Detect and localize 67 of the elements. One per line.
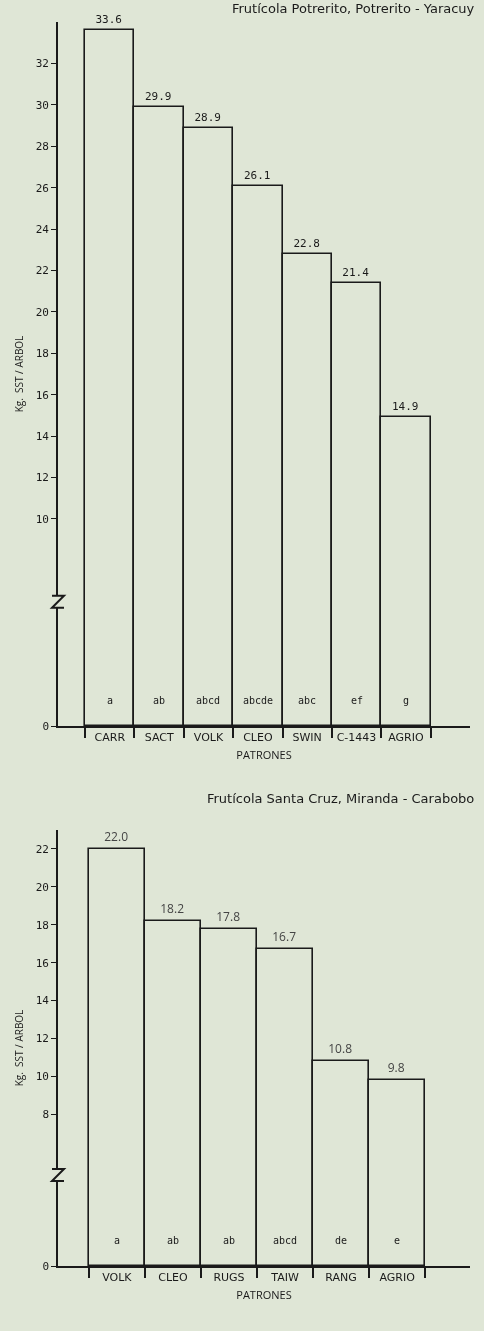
- annotation: abcd: [273, 1235, 298, 1246]
- y-tick-label: 12: [35, 471, 49, 485]
- y-tick-label: 22: [35, 842, 49, 856]
- annotation: a: [114, 1235, 121, 1246]
- y-tick-label: 16: [35, 388, 49, 402]
- x-tick-label: SWIN: [292, 731, 322, 744]
- y-tick-label: 0: [42, 1259, 49, 1273]
- data-label: 28.9: [194, 111, 221, 125]
- annotation: ef: [351, 695, 364, 706]
- annotation: abcd: [196, 695, 221, 706]
- y-tick-label: 12: [35, 1032, 49, 1046]
- y-tick-label: 8: [42, 1108, 49, 1122]
- annotation: ab: [167, 1235, 180, 1246]
- annotation: e: [394, 1235, 401, 1246]
- x-tick-label: RANG: [325, 1271, 357, 1284]
- data-label: 10.8: [328, 1040, 353, 1058]
- data-label: 17.8: [216, 908, 241, 926]
- x-tick-label: SACT: [144, 731, 174, 744]
- annotation: de: [335, 1235, 348, 1246]
- data-label: 29.9: [144, 90, 172, 104]
- x-tick-label: RUGS: [213, 1271, 245, 1284]
- annotation: ab: [223, 1235, 236, 1246]
- x-tick-label: AGRIO: [379, 1271, 416, 1284]
- x-tick-label: C-1443: [336, 731, 377, 744]
- data-label: 16.7: [272, 928, 297, 946]
- x-tick-label: CLEO: [158, 1271, 188, 1284]
- x-axis-title: PATRONES: [236, 1286, 292, 1302]
- annotation: g: [403, 695, 410, 706]
- y-tick-label: 16: [35, 956, 49, 970]
- data-label: 22.8: [293, 237, 320, 251]
- y-tick-label: 28: [35, 140, 49, 154]
- y-tick-label: 24: [35, 222, 50, 236]
- x-axis-title: PATRONES: [236, 746, 292, 762]
- y-axis-title: Kg. SST / ARBOL: [12, 335, 27, 413]
- y-tick-label: 22: [35, 264, 49, 278]
- x-tick-label: CARR: [94, 731, 126, 744]
- y-tick-label: 14: [35, 429, 50, 443]
- y-tick-label: 32: [35, 57, 49, 71]
- annotation: ab: [153, 695, 166, 706]
- data-label: 26.1: [243, 169, 271, 183]
- data-label: 21.4: [342, 266, 370, 280]
- x-tick-label: AGRIO: [388, 731, 424, 744]
- y-tick-label: 0: [42, 719, 49, 733]
- data-label: 9.8: [387, 1059, 405, 1077]
- x-tick-label: VOLK: [102, 1271, 133, 1284]
- data-label: 18.2: [160, 900, 185, 918]
- y-tick-label: 20: [35, 880, 49, 894]
- y-tick-label: 18: [35, 918, 49, 932]
- annotation: a: [107, 695, 114, 706]
- y-axis-title: Kg. SST / ARBOL: [12, 1009, 27, 1087]
- chart-title: Frutícola Potrerito, Potrerito - Yaracuy: [231, 1, 475, 17]
- chart-title: Frutícola Santa Cruz, Miranda - Carabobo: [206, 791, 475, 807]
- y-tick-label: 10: [35, 1070, 49, 1084]
- y-tick-label: 18: [35, 347, 49, 361]
- data-label: 22.0: [104, 828, 129, 846]
- x-tick-label: TAIW: [270, 1271, 299, 1284]
- y-tick-label: 20: [35, 305, 49, 319]
- y-tick-label: 26: [35, 181, 49, 195]
- x-tick-label: VOLK: [193, 731, 224, 744]
- annotation: abc: [298, 695, 317, 706]
- y-tick-label: 30: [35, 98, 49, 112]
- data-label: 14.9: [391, 400, 419, 414]
- y-tick-label: 10: [35, 512, 49, 526]
- y-tick-label: 14: [35, 994, 50, 1008]
- annotation: abcde: [243, 695, 274, 706]
- data-label: 33.6: [95, 13, 122, 27]
- x-tick-label: CLEO: [243, 731, 273, 744]
